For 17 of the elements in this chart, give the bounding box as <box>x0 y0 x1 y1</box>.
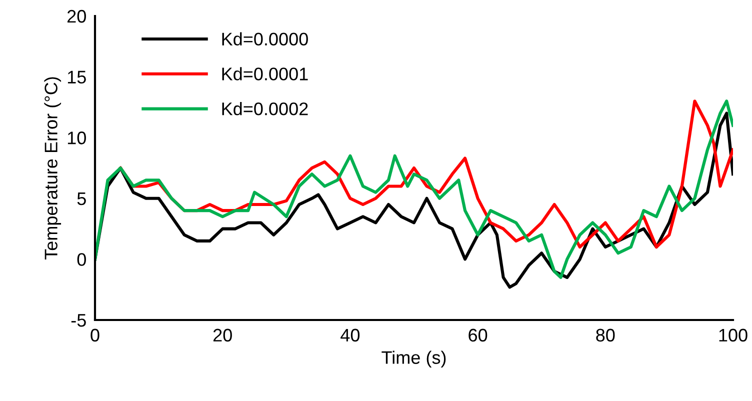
y-tick-label: 15 <box>68 70 86 84</box>
x-tick-label: 80 <box>596 328 615 342</box>
y-tick-label: 5 <box>77 192 86 206</box>
x-tick-label: 60 <box>468 328 488 342</box>
x-tick-label: 0 <box>90 328 100 342</box>
y-tick-label: 0 <box>77 253 86 266</box>
y-tick-label: 20 <box>67 10 86 23</box>
x-tick-label: 40 <box>340 328 360 342</box>
legend-label: Kd=0.0001 <box>222 67 308 80</box>
y-axis-title: Temperature Error (°C) <box>44 77 62 260</box>
y-tick-label: -5 <box>71 314 86 327</box>
legend-label: Kd=0.0000 <box>222 32 308 46</box>
x-axis-title: Time (s) <box>382 350 446 368</box>
x-tick-label: 20 <box>213 328 232 342</box>
legend-label: Kd=0.0002 <box>222 102 308 116</box>
y-tick-label: 10 <box>68 132 86 144</box>
x-tick-label: 100 <box>719 328 748 342</box>
